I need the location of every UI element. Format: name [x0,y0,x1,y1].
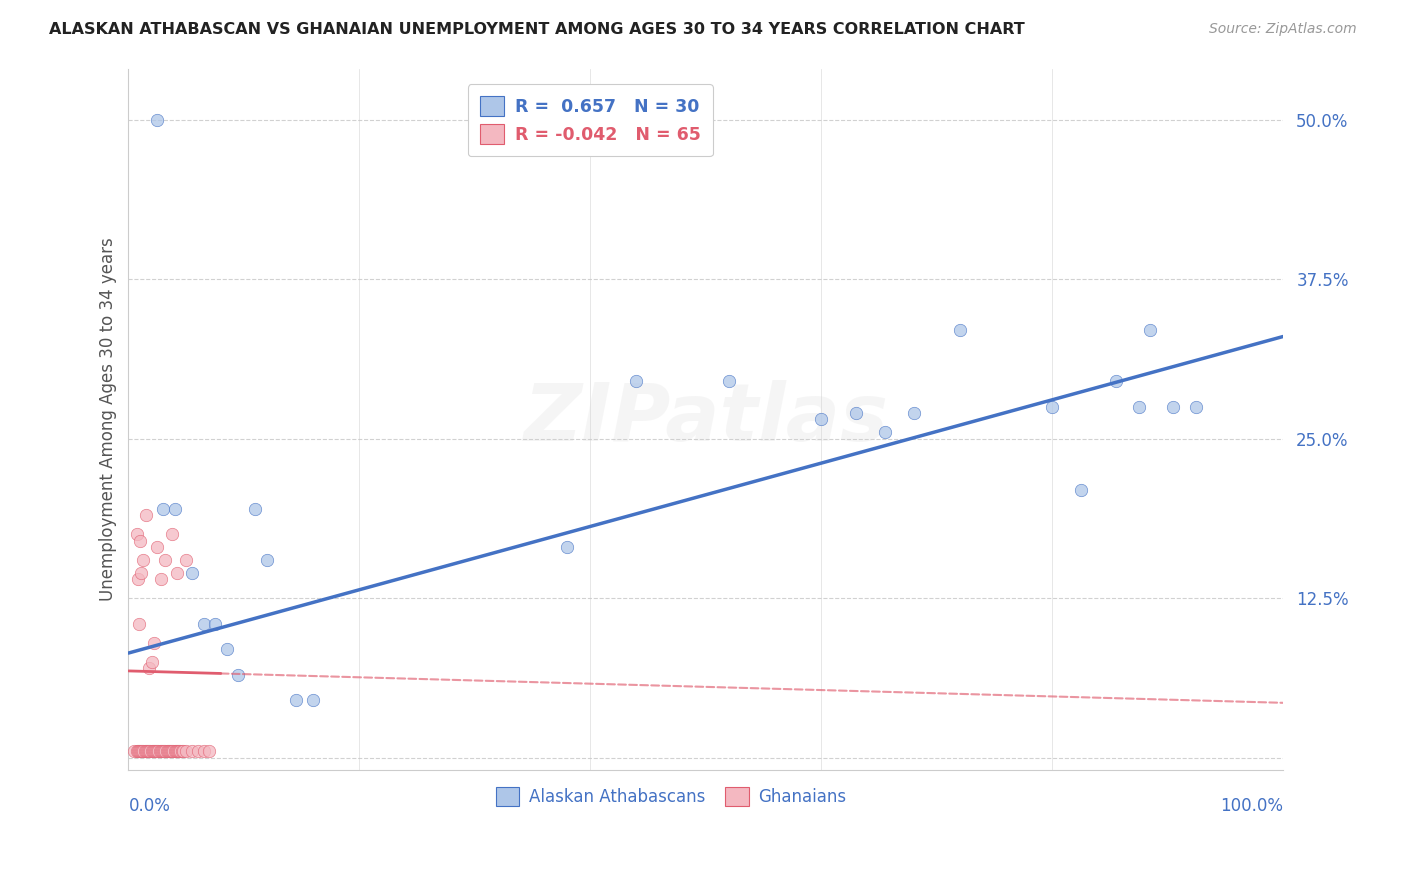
Point [157,744,180,758]
Point [129,566,152,580]
Point [1070,483,1092,497]
Point [129,533,152,548]
Point [226,667,249,681]
Point [1040,400,1063,414]
Point [174,744,197,758]
Point [132,744,155,758]
Point [155,553,177,567]
Point [170,744,193,758]
Y-axis label: Unemployment Among Ages 30 to 34 years: Unemployment Among Ages 30 to 34 years [100,237,117,601]
Point [159,744,181,758]
Point [152,744,174,758]
Point [903,406,925,420]
Point [128,744,150,758]
Point [1104,374,1126,388]
Point [146,112,169,127]
Text: ALASKAN ATHABASCAN VS GHANAIAN UNEMPLOYMENT AMONG AGES 30 TO 34 YEARS CORRELATIO: ALASKAN ATHABASCAN VS GHANAIAN UNEMPLOYM… [49,22,1025,37]
Point [156,744,179,758]
Point [204,616,226,631]
Point [132,553,155,567]
Point [152,501,174,516]
Point [215,642,238,657]
Point [131,744,153,758]
Point [717,374,740,388]
Point [142,744,165,758]
Point [141,744,163,758]
Point [169,744,191,758]
Point [198,744,221,758]
Point [162,744,184,758]
Point [125,527,148,541]
Point [142,744,165,758]
Point [155,744,177,758]
Point [135,508,157,523]
Point [127,744,149,758]
Point [150,744,173,758]
Text: Source: ZipAtlas.com: Source: ZipAtlas.com [1209,22,1357,37]
Text: ZIPatlas: ZIPatlas [523,381,889,458]
Point [167,744,190,758]
Point [302,693,325,707]
Point [193,616,215,631]
Point [245,501,267,516]
Point [162,527,184,541]
Point [845,406,868,420]
Point [256,553,278,567]
Point [136,744,159,758]
Point [166,744,188,758]
Point [135,744,157,758]
Point [129,744,152,758]
Point [138,744,160,758]
Point [148,744,170,758]
Point [146,744,169,758]
Point [138,661,160,675]
Point [149,744,172,758]
Point [141,655,163,669]
Point [163,744,186,758]
Point [1185,400,1208,414]
Point [160,744,183,758]
Point [149,572,172,586]
Point [145,744,167,758]
Point [181,744,204,758]
Point [626,374,648,388]
Point [153,744,176,758]
Point [1139,323,1161,337]
Point [127,572,149,586]
Point [810,412,832,426]
Point [949,323,972,337]
Point [128,616,150,631]
Point [187,744,209,758]
Text: 0.0%: 0.0% [128,797,170,815]
Text: 100.0%: 100.0% [1220,797,1284,815]
Point [172,744,194,758]
Point [284,693,307,707]
Point [1163,400,1185,414]
Point [134,744,156,758]
Point [122,744,145,758]
Point [163,501,186,516]
Point [873,425,896,440]
Point [1128,400,1150,414]
Point [181,566,204,580]
Point [169,744,191,758]
Point [555,540,578,554]
Point [143,744,166,758]
Point [165,744,187,758]
Point [166,566,188,580]
Point [136,744,159,758]
Point [155,744,177,758]
Point [174,553,197,567]
Point [149,744,172,758]
Point [193,744,215,758]
Point [139,744,162,758]
Point [129,744,152,758]
Point [162,744,184,758]
Legend: Alaskan Athabascans, Ghanaians: Alaskan Athabascans, Ghanaians [488,779,855,814]
Point [146,540,169,554]
Point [142,636,165,650]
Point [125,744,148,758]
